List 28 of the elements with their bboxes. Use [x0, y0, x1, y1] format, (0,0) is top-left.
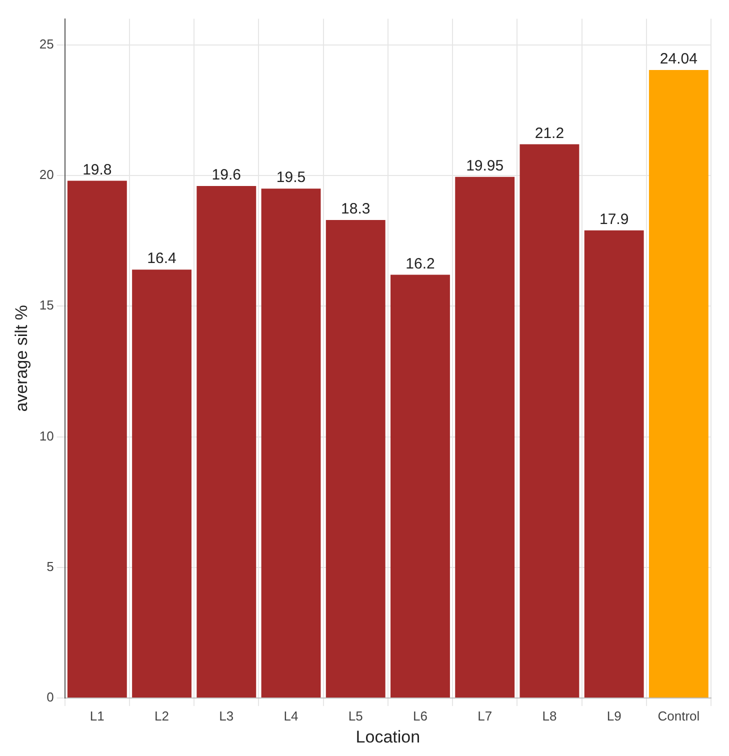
data-label: 16.2 — [406, 255, 435, 272]
x-tick-label: L7 — [478, 708, 492, 724]
x-axis-title: Location — [356, 727, 420, 746]
data-label: 24.04 — [660, 50, 698, 68]
y-axis-title: average silt % — [12, 305, 31, 412]
data-label: 17.9 — [599, 211, 629, 228]
y-tick-label: 15 — [39, 298, 54, 313]
data-label: 18.3 — [341, 200, 370, 218]
data-label: 16.4 — [147, 250, 176, 268]
data-label: 19.6 — [212, 166, 241, 184]
y-tick-label: 20 — [39, 167, 54, 182]
data-label: 19.8 — [82, 161, 112, 178]
x-tick-label: L9 — [606, 708, 622, 724]
y-tick-label: 10 — [39, 428, 54, 444]
x-tick-label: L2 — [154, 708, 170, 724]
data-label: 19.5 — [276, 169, 306, 186]
x-tick-label: L1 — [90, 708, 104, 724]
x-tick-label: L5 — [348, 708, 363, 724]
x-tick-label: L4 — [284, 708, 298, 724]
x-tick-label: L3 — [219, 708, 234, 724]
y-tick-label: 25 — [39, 36, 54, 52]
data-label: 21.2 — [534, 124, 564, 142]
data-label: 19.95 — [466, 157, 504, 174]
x-tick-label: L8 — [542, 708, 557, 724]
y-tick-label: 0 — [46, 690, 54, 705]
x-tick-label: L6 — [413, 708, 428, 724]
y-tick-label: 5 — [46, 558, 54, 574]
x-tick-label: Control — [658, 708, 700, 724]
